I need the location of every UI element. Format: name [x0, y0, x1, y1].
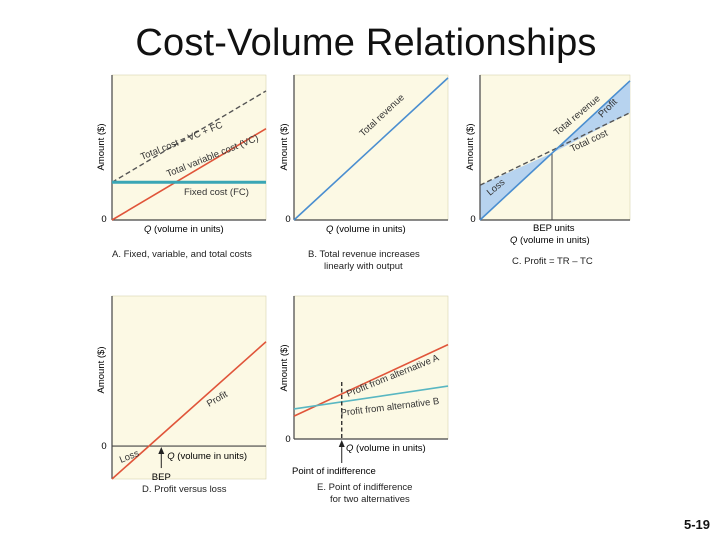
page-number: 5-19 — [683, 517, 710, 532]
panel-e-origin-label: 0 — [285, 434, 290, 445]
panel-e-indifference-arrowhead — [338, 440, 345, 447]
panel-d-ylabel: Amount ($) — [96, 347, 107, 394]
panel-e-caption: E. Point of indifference — [317, 482, 412, 493]
panel-b-ylabel: Amount ($) — [279, 124, 290, 171]
panel-e-indifference-label: Point of indifference — [292, 466, 376, 477]
panel-e-alt-a-line — [293, 343, 449, 417]
panel-b-xlabel-q: Q — [326, 224, 334, 235]
panel-c-xlabel-rest: (volume in units) — [517, 235, 589, 246]
panel-b-xlabel-rest: (volume in units) — [333, 224, 405, 235]
panel-b-xlabel: Q (volume in units) — [326, 224, 406, 235]
panel-b-revenue-line — [293, 77, 449, 221]
panel-d-bep-arrowhead — [158, 447, 165, 455]
panel-e-xlabel-q: Q — [346, 443, 354, 454]
panel-d-xlabel-q: Q — [167, 451, 175, 462]
panel-d-origin-label: 0 — [101, 441, 106, 452]
panel-d-profit-line — [111, 341, 267, 480]
panel-d-caption: D. Profit versus loss — [142, 484, 227, 495]
panel-a-xlabel-q: Q — [144, 224, 152, 235]
panel-d: Amount ($) 0 Q (volume in units) Profit … — [96, 295, 267, 495]
panel-a: Amount ($) 0 Q (volume in units) Total c… — [96, 74, 267, 260]
panel-a-caption: A. Fixed, variable, and total costs — [112, 249, 252, 260]
panel-e-caption-line2: for two alternatives — [330, 494, 410, 505]
panel-e-xlabel-rest: (volume in units) — [353, 443, 425, 454]
panel-d-background — [111, 295, 267, 480]
panel-b-origin-label: 0 — [285, 214, 290, 225]
panel-c: Amount ($) 0 BEP units Q (volume in unit… — [465, 74, 631, 267]
panel-b: Amount ($) 0 Q (volume in units) Total r… — [279, 74, 449, 272]
panel-b-caption-line2: linearly with output — [324, 261, 403, 272]
panel-c-bep-label: BEP units — [533, 223, 575, 234]
panel-a-xlabel: Q (volume in units) — [144, 224, 224, 235]
panel-a-origin-label: 0 — [101, 214, 106, 225]
panel-c-total-cost-line — [479, 112, 631, 186]
panel-c-xlabel: Q (volume in units) — [510, 235, 590, 246]
panel-c-xlabel-q: Q — [510, 235, 518, 246]
panel-e-background — [293, 295, 449, 440]
panel-a-background — [111, 74, 267, 221]
panel-c-ylabel: Amount ($) — [465, 124, 476, 171]
panel-c-revenue-line — [479, 80, 631, 221]
panel-d-bep-label: BEP — [152, 472, 171, 483]
panel-a-variable-cost-line — [111, 127, 267, 221]
panel-e: Amount ($) 0 Q (volume in units) Profit … — [279, 295, 449, 505]
slide-title: Cost-Volume Relationships — [135, 22, 597, 64]
panel-e-alt-b-line — [293, 385, 449, 410]
panel-c-caption: C. Profit = TR – TC — [512, 256, 593, 267]
panel-c-origin-label: 0 — [470, 214, 475, 225]
panel-a-total-cost-line — [111, 90, 267, 183]
panel-a-fixed-cost-label: Fixed cost (FC) — [184, 187, 249, 198]
panel-a-xlabel-rest: (volume in units) — [151, 224, 223, 235]
panel-d-xlabel-rest: (volume in units) — [175, 451, 247, 462]
panel-b-caption: B. Total revenue increases — [308, 249, 420, 260]
panel-e-xlabel: Q (volume in units) — [346, 443, 426, 454]
panel-d-xlabel: Q (volume in units) — [167, 451, 247, 462]
panel-e-ylabel: Amount ($) — [279, 345, 290, 392]
panel-a-ylabel: Amount ($) — [96, 124, 107, 171]
